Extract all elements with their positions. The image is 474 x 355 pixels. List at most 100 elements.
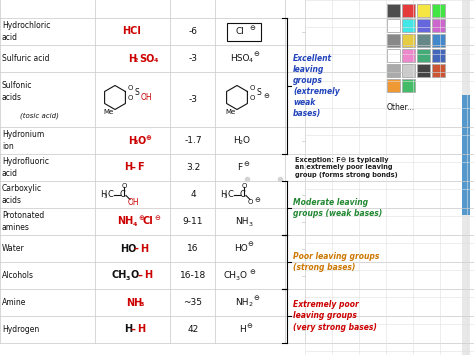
Text: NH: NH — [235, 298, 248, 307]
Text: -3: -3 — [189, 54, 198, 63]
Text: ⊖: ⊖ — [246, 322, 252, 328]
FancyBboxPatch shape — [387, 64, 400, 77]
Text: –: – — [138, 271, 143, 280]
Text: SO: SO — [139, 54, 155, 64]
Text: HO: HO — [120, 244, 137, 253]
Text: –: – — [134, 244, 139, 253]
Text: 3: 3 — [134, 141, 138, 146]
Text: -1.7: -1.7 — [184, 136, 202, 145]
Text: NH: NH — [235, 217, 248, 226]
FancyBboxPatch shape — [402, 64, 415, 77]
Text: ⊖: ⊖ — [254, 197, 260, 202]
Text: Hydrogen: Hydrogen — [2, 325, 39, 334]
FancyBboxPatch shape — [387, 19, 400, 32]
Text: O: O — [138, 136, 146, 146]
Text: ⊖: ⊖ — [253, 51, 259, 58]
Text: OH: OH — [141, 93, 153, 102]
Text: ⊖: ⊖ — [243, 160, 249, 166]
Text: H: H — [220, 190, 227, 199]
Text: Excellent
leaving
groups
(extremely
weak
bases): Excellent leaving groups (extremely weak… — [293, 54, 340, 118]
Text: 3: 3 — [126, 275, 130, 280]
Text: H: H — [233, 136, 240, 145]
Text: 3: 3 — [249, 222, 253, 226]
Text: ⊖: ⊖ — [249, 268, 255, 274]
FancyBboxPatch shape — [387, 34, 400, 47]
Text: H: H — [128, 136, 136, 146]
Text: Water: Water — [2, 244, 25, 253]
Text: CH: CH — [224, 271, 237, 280]
Text: Hydrochloric
acid: Hydrochloric acid — [2, 21, 50, 42]
FancyBboxPatch shape — [432, 49, 445, 62]
FancyBboxPatch shape — [417, 64, 430, 77]
Text: 16-18: 16-18 — [180, 271, 206, 280]
Text: HCl: HCl — [123, 27, 141, 37]
Text: –: – — [131, 324, 136, 334]
Text: H: H — [128, 54, 136, 64]
Text: Cl: Cl — [236, 27, 245, 36]
Text: Amine: Amine — [2, 298, 27, 307]
Text: 9-11: 9-11 — [183, 217, 203, 226]
Text: F: F — [237, 163, 242, 172]
Text: O: O — [128, 94, 133, 100]
Text: 3: 3 — [224, 194, 228, 199]
Text: 16: 16 — [187, 244, 199, 253]
Text: C: C — [108, 190, 114, 199]
FancyBboxPatch shape — [432, 19, 445, 32]
FancyBboxPatch shape — [402, 4, 415, 17]
FancyBboxPatch shape — [387, 79, 400, 92]
Text: O: O — [240, 271, 247, 280]
Text: ⊕: ⊕ — [145, 135, 151, 141]
Text: O: O — [122, 182, 128, 189]
Text: -3: -3 — [189, 95, 198, 104]
Text: 4: 4 — [249, 59, 253, 64]
Text: 3.2: 3.2 — [186, 163, 200, 172]
FancyBboxPatch shape — [417, 4, 430, 17]
Text: H: H — [144, 271, 152, 280]
Text: ⊖: ⊖ — [247, 241, 253, 247]
Text: 4: 4 — [190, 190, 196, 199]
Text: CH: CH — [112, 271, 128, 280]
Text: HSO: HSO — [230, 54, 249, 63]
Text: Sulfonic
acids: Sulfonic acids — [2, 81, 33, 102]
Text: O: O — [250, 94, 255, 100]
FancyBboxPatch shape — [417, 34, 430, 47]
Text: O: O — [250, 84, 255, 91]
FancyBboxPatch shape — [432, 34, 445, 47]
Text: ~35: ~35 — [183, 298, 202, 307]
Text: 4: 4 — [154, 59, 158, 64]
Text: H: H — [124, 163, 132, 173]
FancyBboxPatch shape — [402, 19, 415, 32]
Text: 3: 3 — [140, 302, 145, 307]
Text: Me: Me — [225, 109, 235, 115]
Text: 3: 3 — [104, 194, 108, 199]
Text: NH: NH — [126, 297, 142, 307]
Text: ⊖: ⊖ — [263, 93, 269, 98]
Text: Alcohols: Alcohols — [2, 271, 34, 280]
Text: Poor leaving groups
(strong bases): Poor leaving groups (strong bases) — [293, 252, 379, 272]
Text: F: F — [137, 163, 144, 173]
Text: Me: Me — [103, 109, 113, 115]
FancyBboxPatch shape — [432, 64, 445, 77]
Text: C: C — [240, 190, 246, 199]
Text: Carboxylic
acids: Carboxylic acids — [2, 185, 42, 204]
Text: O: O — [128, 84, 133, 91]
FancyBboxPatch shape — [462, 95, 470, 215]
Text: 2: 2 — [134, 59, 138, 64]
Text: –: – — [131, 163, 136, 173]
Text: H: H — [124, 324, 132, 334]
FancyBboxPatch shape — [227, 22, 261, 40]
Text: O: O — [248, 200, 254, 206]
Text: ⊖: ⊖ — [154, 215, 160, 222]
Text: ⊕: ⊕ — [138, 215, 144, 222]
FancyBboxPatch shape — [402, 79, 415, 92]
Text: Exception: F⊖ is typically
an extremely poor leaving
group (forms strong bonds): Exception: F⊖ is typically an extremely … — [295, 157, 398, 178]
FancyBboxPatch shape — [402, 34, 415, 47]
FancyBboxPatch shape — [417, 19, 430, 32]
FancyBboxPatch shape — [462, 0, 470, 355]
Text: HO: HO — [234, 244, 248, 253]
Text: ⊖: ⊖ — [249, 24, 255, 31]
Text: H: H — [137, 324, 145, 334]
Text: H: H — [140, 244, 148, 253]
Text: C: C — [228, 190, 234, 199]
FancyBboxPatch shape — [387, 49, 400, 62]
